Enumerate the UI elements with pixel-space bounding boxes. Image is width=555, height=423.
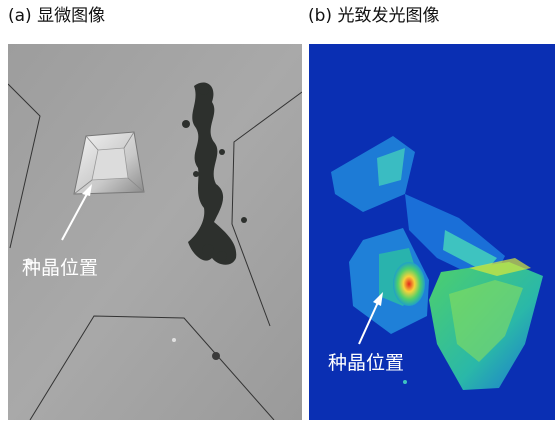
emission-hotspot [393,262,425,306]
photoluminescence-image-graphic [309,44,555,420]
dark-dendrite [182,82,247,265]
seed-arrow [358,292,383,345]
debris-particle [27,259,33,265]
panel-a-caption: (a) 显微图像 [8,6,106,26]
seed-crystal-pyramid [73,131,145,195]
panel-b-caption: (b) 光致发光图像 [308,6,440,26]
microscope-image [8,44,302,420]
panel-a-annotation: 种晶位置 [22,257,99,279]
seed-arrow [61,184,92,241]
debris-particle [172,338,176,342]
debris-particle [212,352,220,360]
photoluminescence-image [309,44,555,420]
microscope-image-graphic [8,44,302,420]
panel-b-annotation: 种晶位置 [328,352,405,374]
